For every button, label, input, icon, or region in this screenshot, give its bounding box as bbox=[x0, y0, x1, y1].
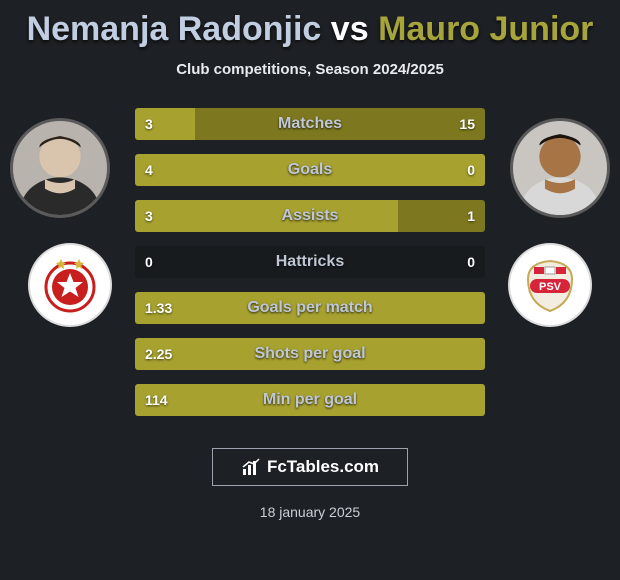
stat-row: Assists31 bbox=[135, 200, 485, 232]
person-icon bbox=[13, 121, 107, 215]
footer: FcTables.com bbox=[0, 448, 620, 486]
stat-value-right: 0 bbox=[457, 246, 485, 278]
stat-row: Shots per goal2.25 bbox=[135, 338, 485, 370]
player2-avatar bbox=[510, 118, 610, 218]
club-badge-icon: PSV bbox=[520, 255, 580, 315]
vs-label: vs bbox=[331, 10, 369, 48]
stat-row: Min per goal114 bbox=[135, 384, 485, 416]
stat-bar-right bbox=[398, 200, 486, 232]
subtitle: Club competitions, Season 2024/2025 bbox=[0, 61, 620, 78]
date-label: 18 january 2025 bbox=[0, 504, 620, 520]
stat-bar-left bbox=[135, 154, 485, 186]
stat-value-left: 0 bbox=[135, 246, 163, 278]
svg-text:PSV: PSV bbox=[539, 281, 562, 293]
page-title: Nemanja Radonjic vs Mauro Junior bbox=[0, 0, 620, 49]
player1-name: Nemanja Radonjic bbox=[27, 10, 322, 48]
player2-club-badge: PSV bbox=[508, 243, 592, 327]
stat-bar-left bbox=[135, 108, 195, 140]
player1-club-badge bbox=[28, 243, 112, 327]
stat-bar-left bbox=[135, 200, 398, 232]
stat-row: Hattricks0 0 bbox=[135, 246, 485, 278]
stat-bar-left bbox=[135, 338, 485, 370]
club-badge-icon bbox=[40, 255, 100, 315]
stat-row: Goals per match1.33 bbox=[135, 292, 485, 324]
stat-bar-left bbox=[135, 384, 485, 416]
comparison-area: PSV Matches315 Goals40 Assists31 Hattricks0… bbox=[0, 108, 620, 438]
stat-bars: Matches315 Goals40 Assists31 Hattricks0 0 Goa… bbox=[135, 108, 485, 430]
brand-label: FcTables.com bbox=[267, 457, 379, 477]
brand-box: FcTables.com bbox=[212, 448, 408, 486]
chart-icon bbox=[241, 457, 261, 477]
player1-avatar bbox=[10, 118, 110, 218]
person-icon bbox=[513, 121, 607, 215]
player2-name: Mauro Junior bbox=[378, 10, 593, 48]
stat-row: Goals40 bbox=[135, 154, 485, 186]
stat-bar-right bbox=[195, 108, 486, 140]
stat-row: Matches315 bbox=[135, 108, 485, 140]
stat-label: Hattricks bbox=[135, 246, 485, 278]
stat-bar-left bbox=[135, 292, 485, 324]
